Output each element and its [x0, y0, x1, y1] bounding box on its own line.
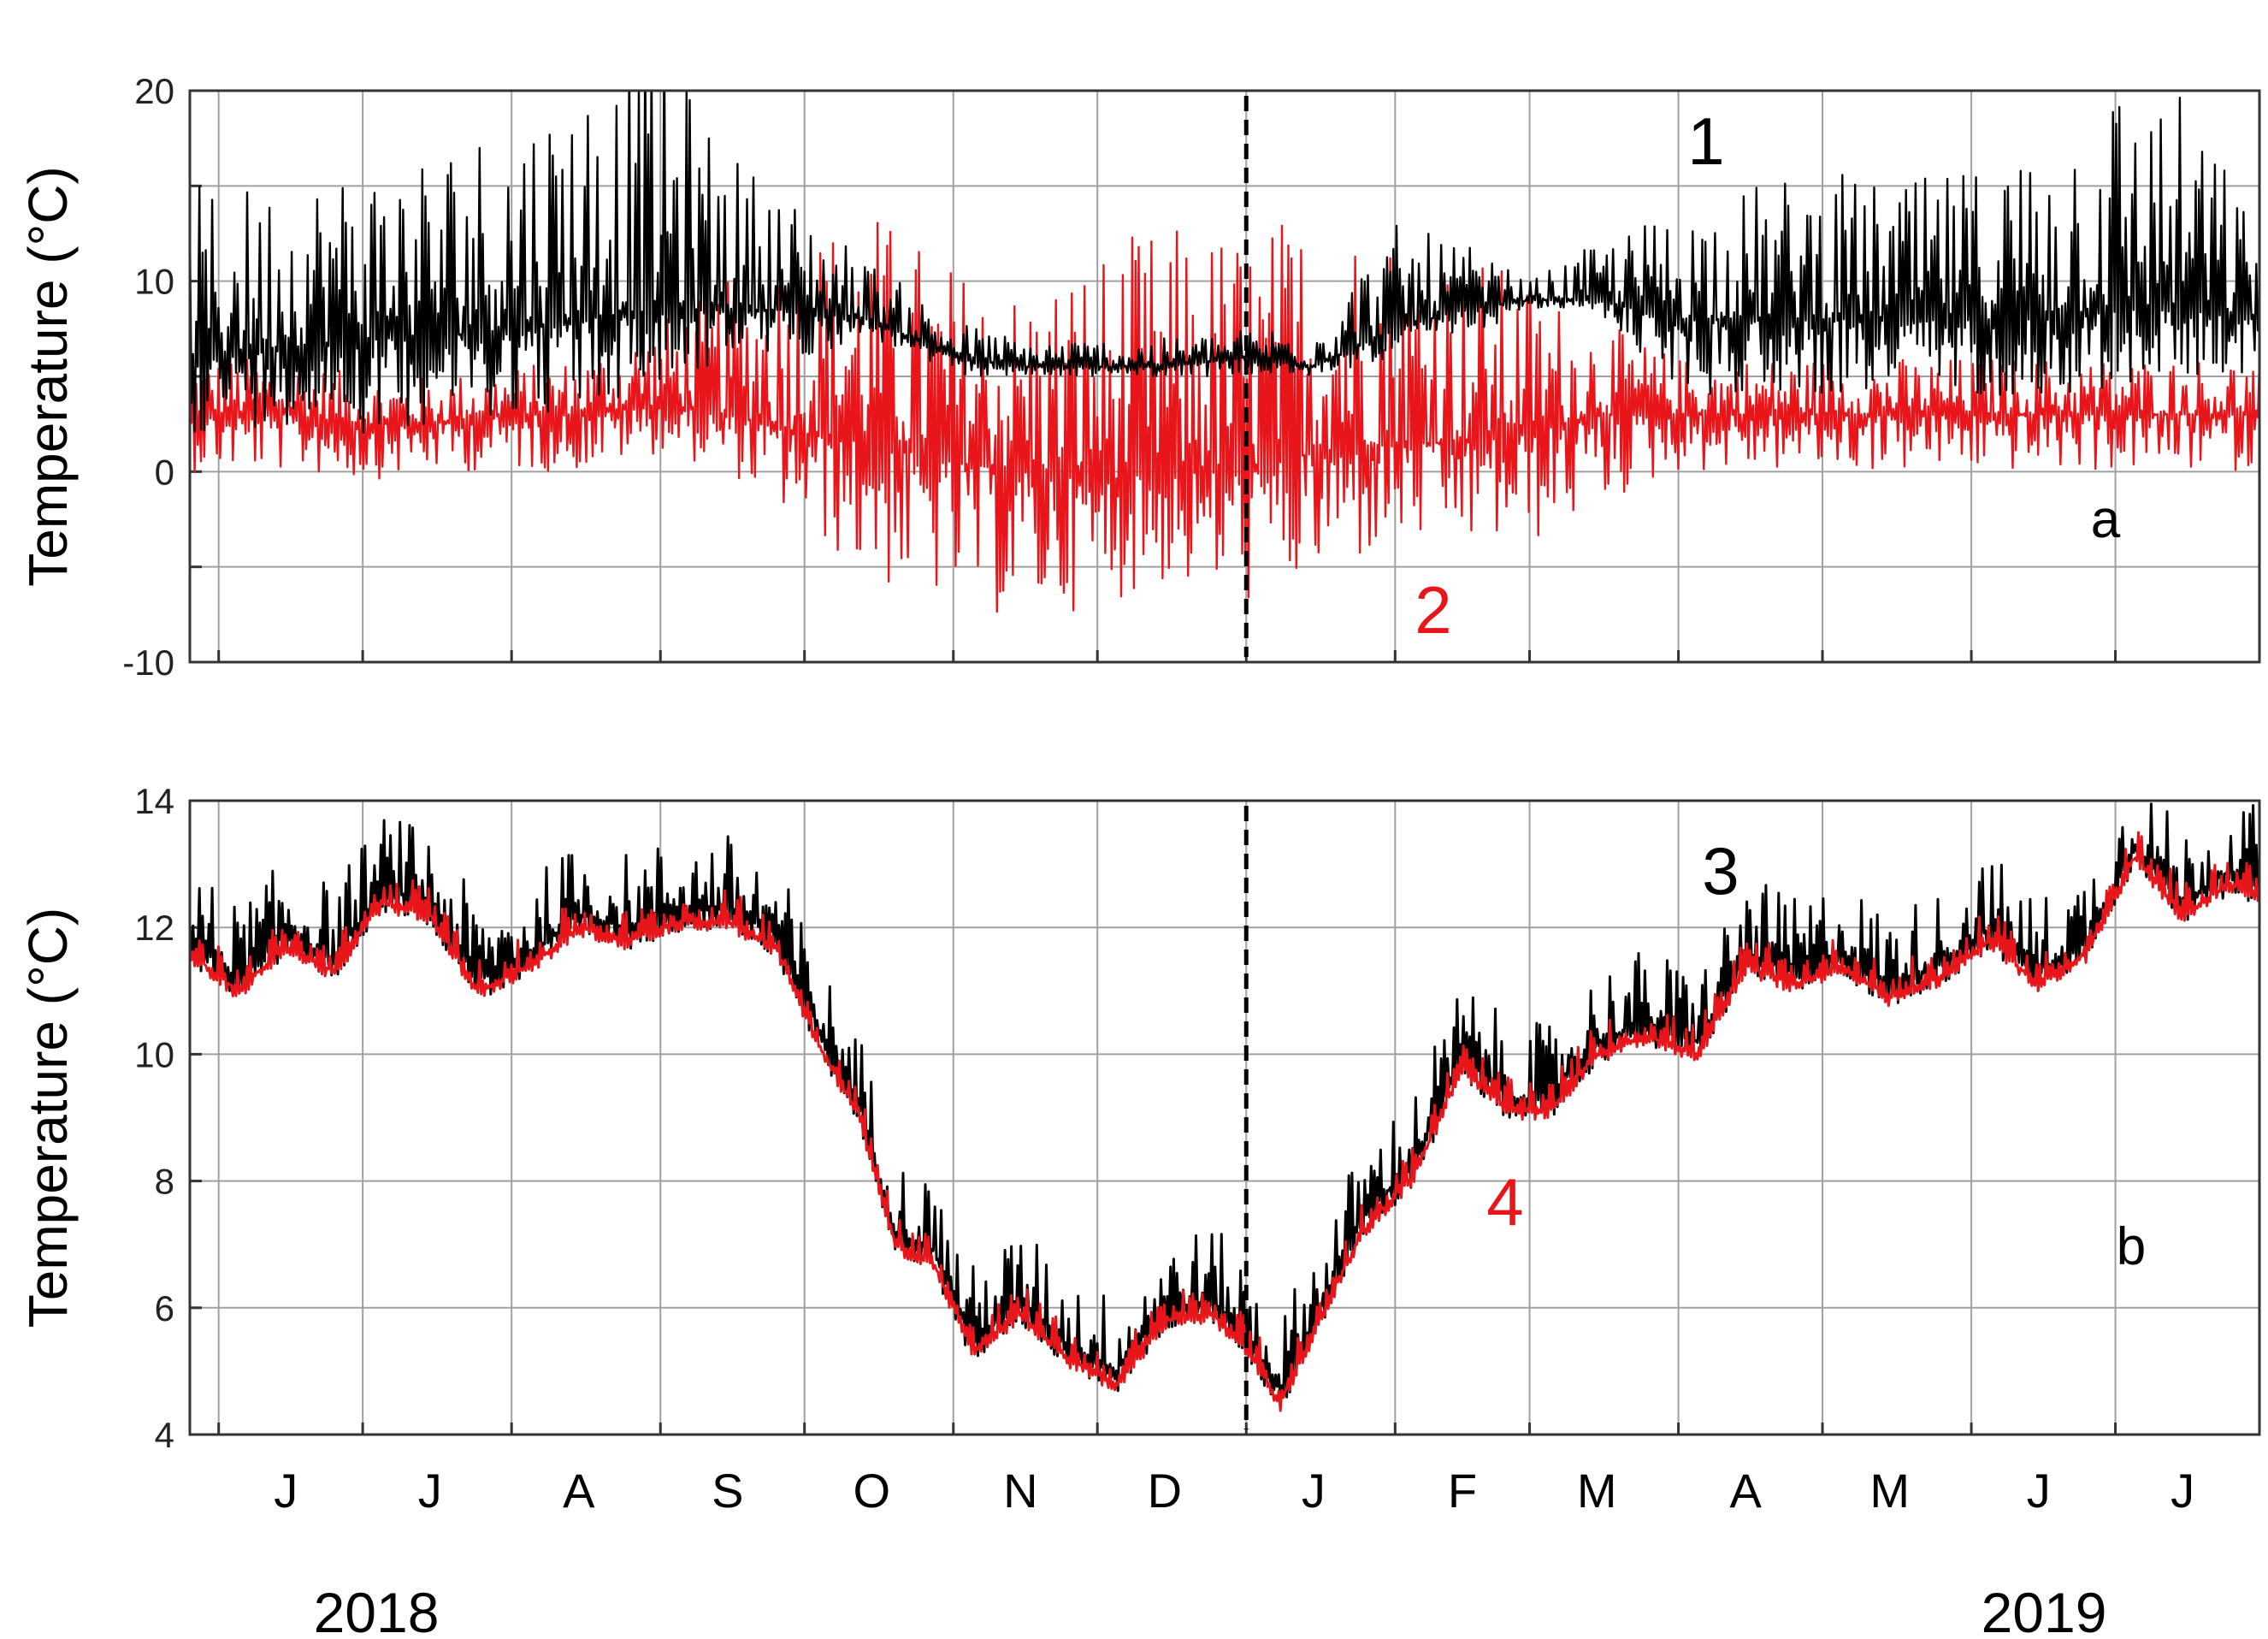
month-label: M [1577, 1464, 1617, 1518]
series-4-trace [190, 831, 2259, 1412]
series-3-label: 3 [1702, 833, 1739, 908]
series-3-line [190, 802, 2259, 1400]
y-tick-label: 8 [155, 1162, 174, 1202]
month-label: N [1003, 1464, 1037, 1518]
panel-a-frame [188, 89, 2261, 664]
month-label: J [1302, 1464, 1326, 1518]
month-label: F [1448, 1464, 1477, 1518]
series-2-trace [190, 222, 2259, 613]
y-tick-label: 12 [134, 908, 174, 948]
y-tick-label: 0 [155, 452, 174, 492]
series-3-trace [190, 802, 2259, 1400]
y-tick-label: 10 [134, 1034, 174, 1074]
panel-b-y-ticks: 4 6 8 10 12 14 [134, 781, 174, 1455]
panel-a: -10 0 10 20 Temperature (°C) 1 2 a [17, 71, 2261, 683]
year-label-2019: 2019 [1982, 1581, 2107, 1639]
panel-a-series [190, 91, 2259, 613]
panel-a-y-axis-label: Temperature (°C) [17, 166, 79, 587]
panel-b-y-axis-label: Temperature (°C) [17, 908, 79, 1328]
month-label: J [2171, 1464, 2194, 1518]
month-label: J [418, 1464, 442, 1518]
month-label: S [712, 1464, 743, 1518]
month-label: J [274, 1464, 298, 1518]
x-axis-year-labels: 2018 2019 [314, 1581, 2107, 1639]
month-label: M [1869, 1464, 1910, 1518]
month-label: A [563, 1464, 595, 1518]
panel-a-letter: a [2091, 490, 2121, 549]
panel-b-frame [188, 799, 2261, 1436]
y-tick-label: 6 [155, 1288, 174, 1328]
year-label-2018: 2018 [314, 1581, 440, 1639]
month-label: O [853, 1464, 891, 1518]
y-tick-label: -10 [122, 642, 174, 683]
month-label: D [1148, 1464, 1182, 1518]
series-1-trace [190, 91, 2259, 434]
series-2-label: 2 [1415, 572, 1451, 648]
y-tick-label: 10 [134, 262, 174, 302]
panel-b-letter: b [2117, 1217, 2146, 1276]
series-1-line [190, 91, 2259, 434]
y-tick-label: 20 [134, 71, 174, 111]
panel-b-series [190, 802, 2259, 1412]
month-label: J [2027, 1464, 2051, 1518]
panel-b: 4 6 8 10 12 14 Temperature (°C) 3 4 b [17, 781, 2261, 1455]
series-1-label: 1 [1687, 104, 1724, 179]
series-4-line [190, 831, 2259, 1412]
y-tick-label: 4 [155, 1415, 174, 1455]
panel-a-y-ticks: -10 0 10 20 [122, 71, 174, 683]
y-tick-label: 14 [134, 781, 174, 821]
series-4-label: 4 [1486, 1164, 1523, 1240]
month-label: A [1730, 1464, 1763, 1518]
series-2-line [190, 222, 2259, 613]
